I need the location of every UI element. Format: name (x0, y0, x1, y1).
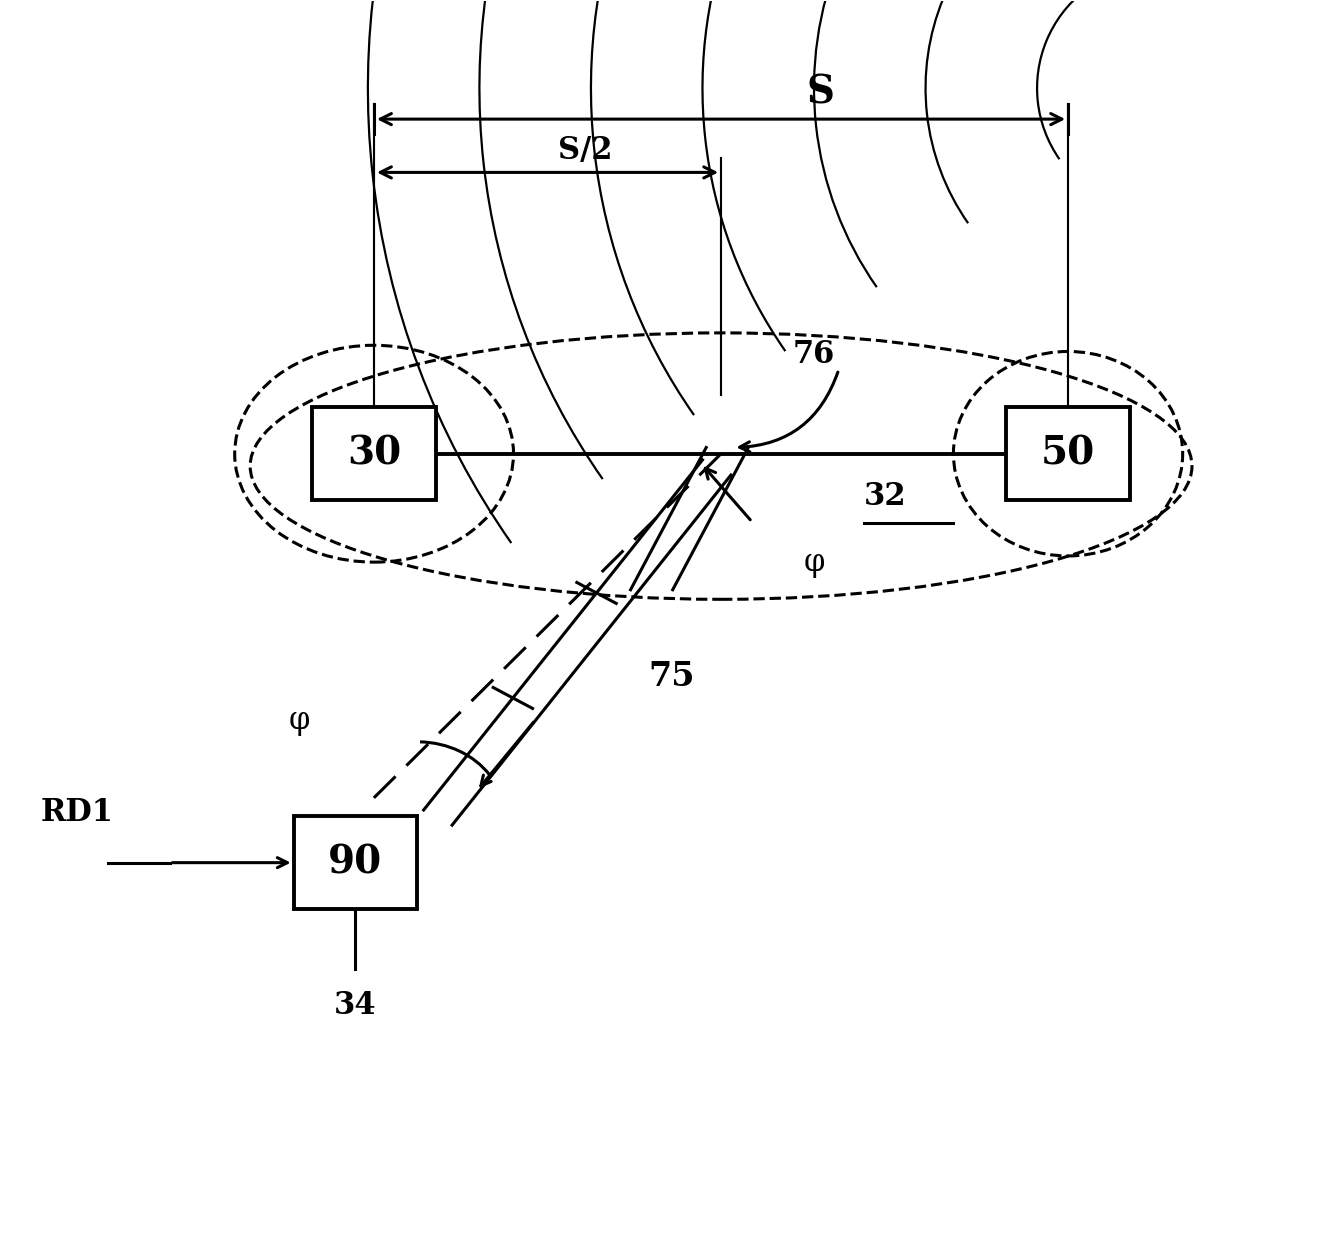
FancyBboxPatch shape (1006, 407, 1129, 501)
FancyBboxPatch shape (312, 407, 436, 501)
Text: S: S (806, 73, 834, 112)
Text: S/2: S/2 (557, 135, 612, 166)
Text: φ: φ (803, 548, 825, 579)
Text: 76: 76 (792, 339, 835, 370)
Text: 32: 32 (864, 481, 907, 512)
Text: 30: 30 (346, 435, 402, 473)
Text: 75: 75 (649, 661, 694, 693)
FancyBboxPatch shape (294, 816, 418, 909)
Text: 50: 50 (1041, 435, 1095, 473)
Text: φ: φ (289, 704, 310, 735)
Text: 90: 90 (329, 843, 383, 882)
Text: RD1: RD1 (40, 797, 113, 828)
Text: 34: 34 (334, 990, 377, 1021)
